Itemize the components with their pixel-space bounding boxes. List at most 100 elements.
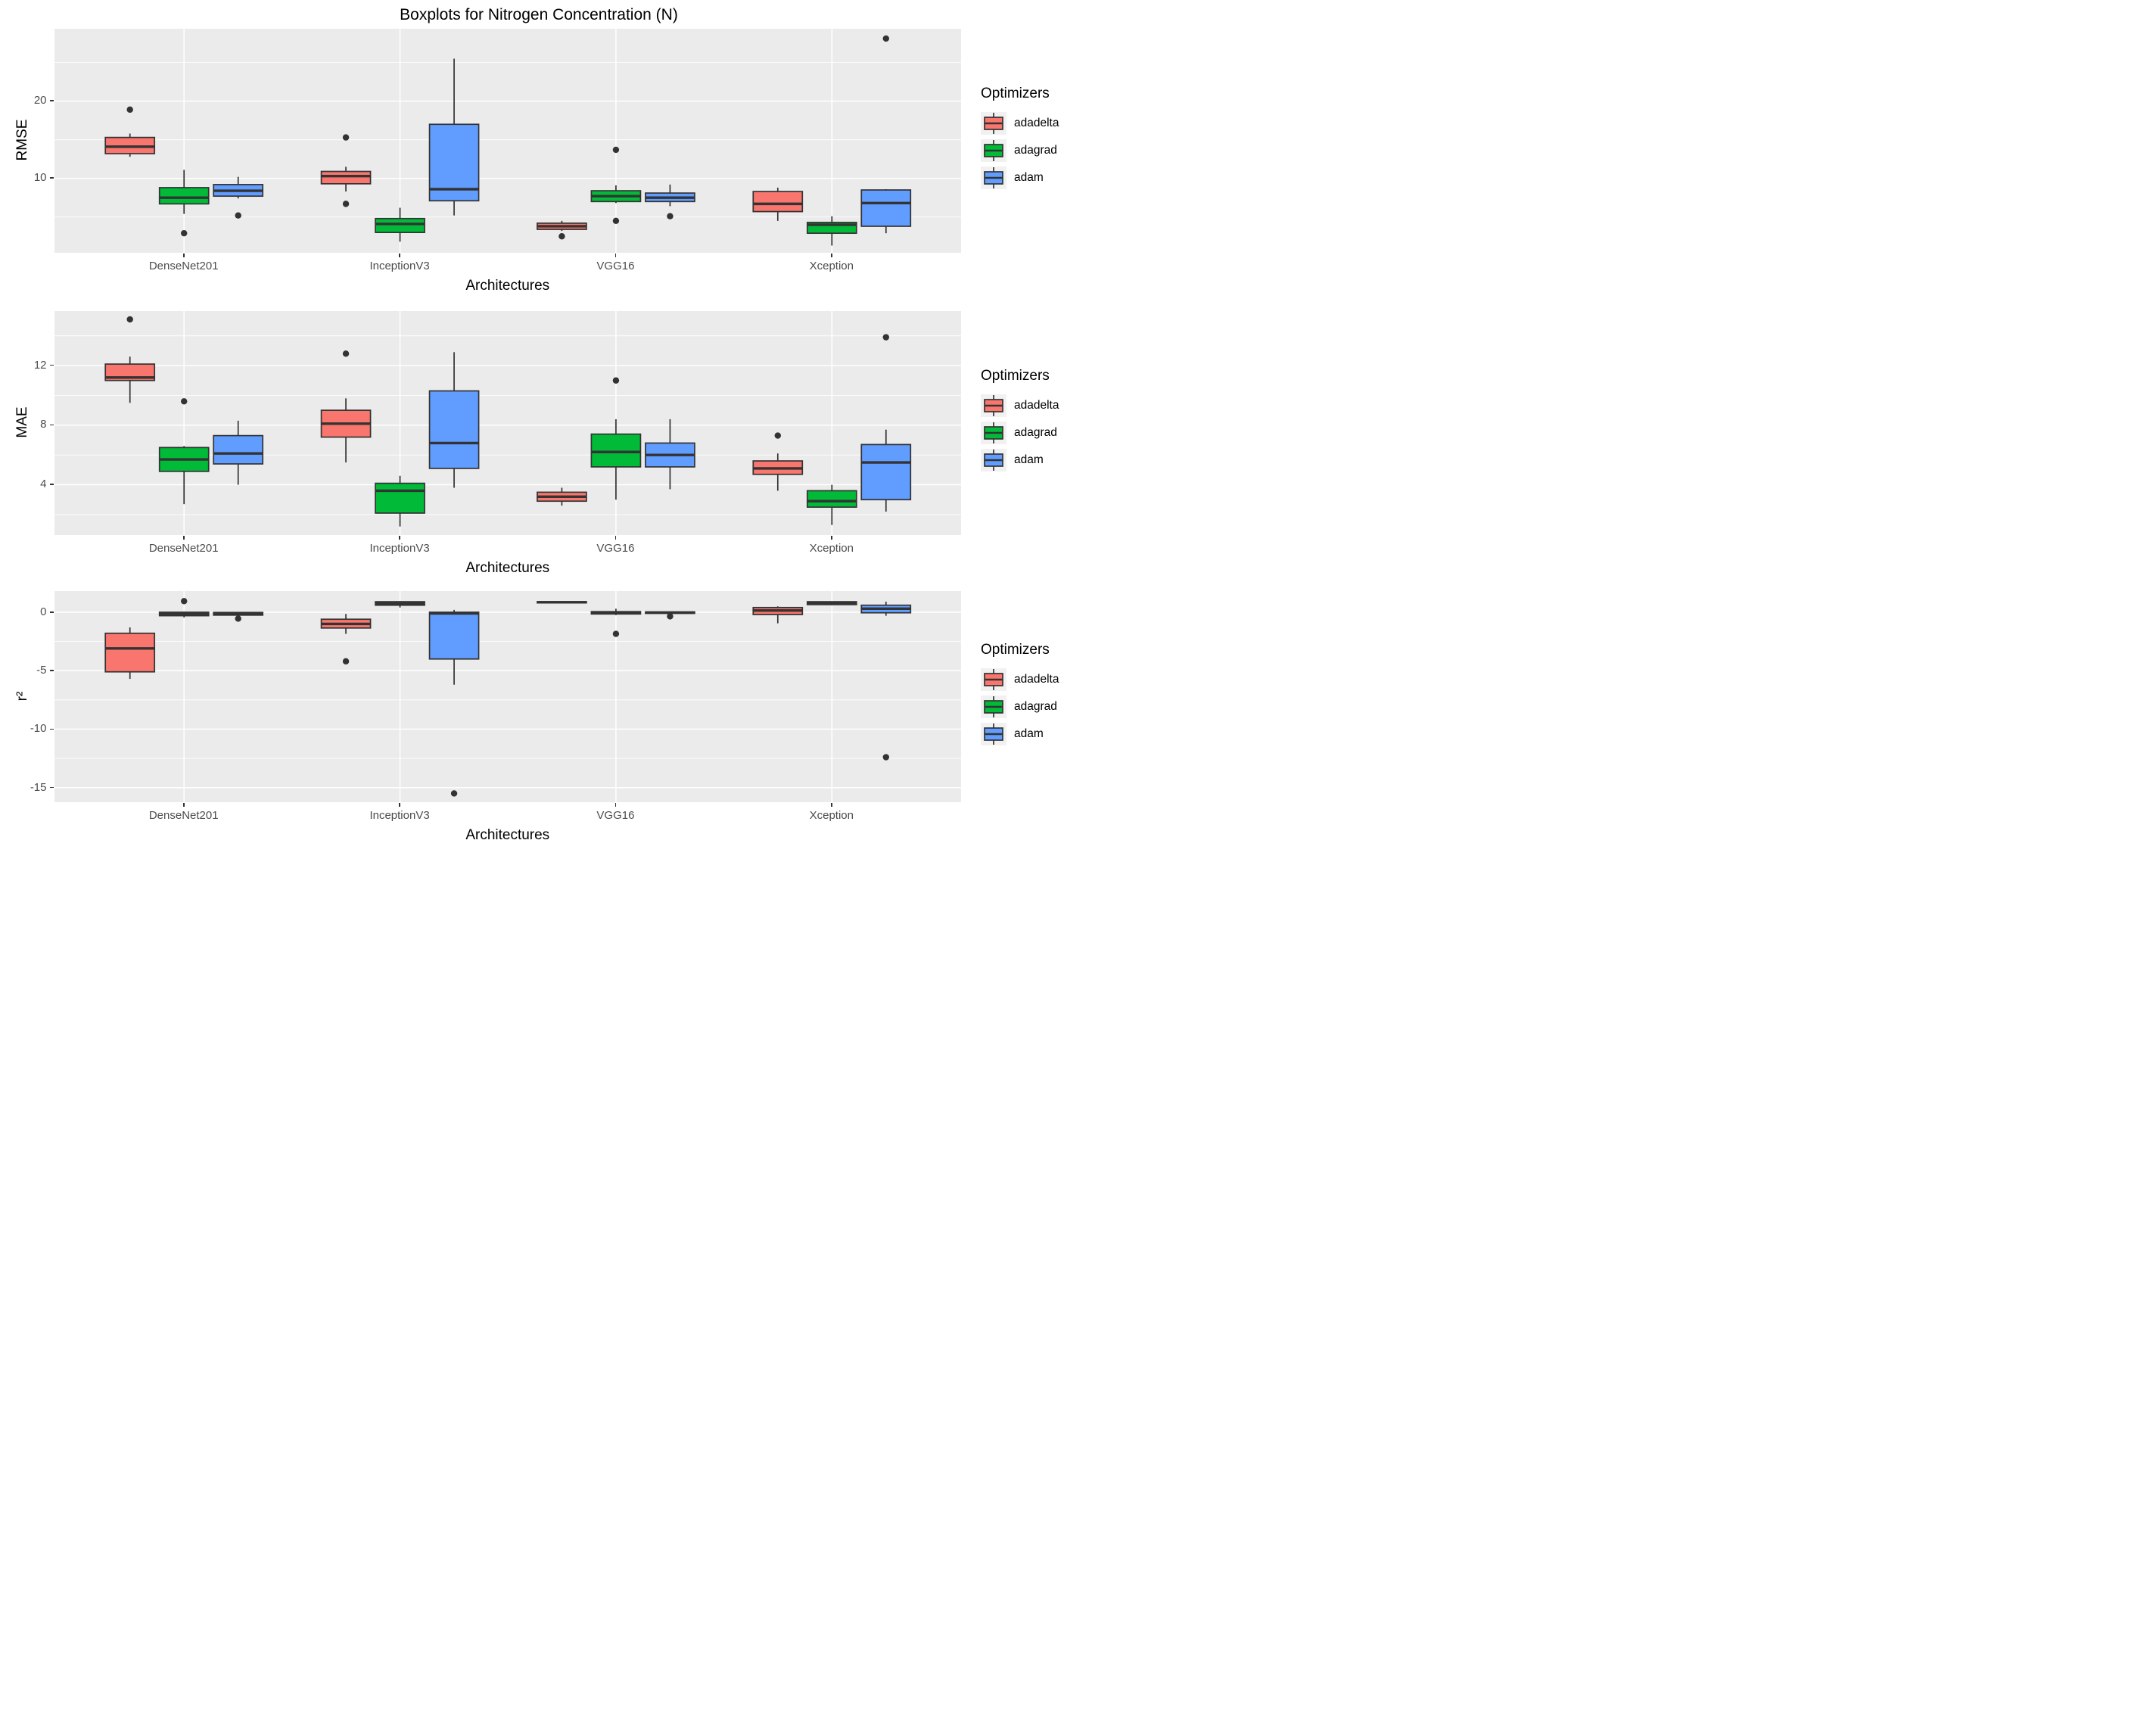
outlier-point [342,200,349,207]
x-tick-label-DenseNet201: DenseNet201 [148,809,219,822]
legend-glyph-adadelta [984,394,1003,416]
y-tick-label: 10 [33,171,47,185]
boxplot-adadelta-DenseNet201 [104,316,155,403]
y-tick-label: 8 [40,418,47,431]
legend-title-optimizers: Optimizers [981,367,1050,384]
legend-item-adam: adam [981,722,1079,747]
boxplot-adam-Xception [860,333,911,512]
legend-key-adadelta-boxplot-icon [981,667,1006,691]
y-tick-label: -15 [30,780,47,794]
outlier-point [342,133,349,141]
x-tick-label-DenseNet201: DenseNet201 [148,542,219,555]
legend-item-adagrad: adagrad [981,138,1079,163]
y-tick-label: 4 [40,478,47,491]
y-tick-mark [49,484,54,485]
outlier-point [450,790,457,797]
box-iqr [806,490,857,508]
x-tick-label-VGG16: VGG16 [596,809,635,822]
x-tick-label-Xception: Xception [809,809,854,822]
legend-label-adagrad: adagrad [1014,425,1057,439]
y-tick-mark [49,670,54,671]
legend-label-adam: adam [1014,727,1044,740]
legend-glyph-adadelta [984,112,1003,134]
x-tick-label-Xception: Xception [809,260,854,272]
x-tick-label-VGG16: VGG16 [596,260,635,272]
boxplot-adam-VGG16 [644,611,695,620]
boxplot-adagrad-VGG16 [590,377,641,499]
legend-key-adadelta-boxplot-icon [981,111,1006,135]
x-tick-mark [399,254,400,257]
box-iqr [374,217,425,233]
legend-key-adam-boxplot-icon [981,722,1006,745]
boxplot-adadelta-Xception [751,187,803,221]
boxplot-adam-VGG16 [644,184,695,219]
x-tick-mark [614,803,617,807]
boxplot-adagrad-InceptionV3 [374,601,425,608]
boxplot-adadelta-Xception [751,606,803,624]
outlier-point [126,106,133,113]
legend-label-adagrad: adagrad [1014,699,1057,713]
outlier-point [612,630,619,637]
legend-label-adam: adam [1014,170,1044,184]
outlier-point [558,232,565,239]
boxplot-adagrad-Xception [806,601,857,605]
x-tick-mark [830,254,832,257]
page-title: Boxplots for Nitrogen Concentration (N) [400,6,678,23]
plot-area-mae [54,310,961,535]
y-tick-mark [49,364,54,366]
y-tick-mark [49,424,54,426]
legend-label-adagrad: adagrad [1014,143,1057,157]
box-iqr [104,632,155,673]
x-tick-label-InceptionV3: InceptionV3 [369,260,430,272]
y-tick-mark [49,786,54,789]
outlier-point [342,350,349,357]
box-iqr [428,390,479,469]
x-tick-mark [399,803,400,807]
box-iqr [158,186,210,204]
outlier-point [126,316,133,322]
box-iqr [590,433,641,468]
legend-glyph-adam [984,723,1003,745]
outlier-point [882,333,889,341]
boxplot-adagrad-VGG16 [590,608,641,637]
boxplot-adagrad-InceptionV3 [374,475,425,527]
box-iqr [212,434,263,465]
legend-title-optimizers: Optimizers [981,641,1050,658]
boxplot-adam-Xception [860,35,911,233]
boxplot-adam-DenseNet201 [212,176,263,219]
outlier-point [612,377,619,384]
panel-mae [54,310,961,535]
legend-glyph-adam [984,166,1003,188]
legend-title-optimizers: Optimizers [981,85,1050,101]
boxplot-adagrad-InceptionV3 [374,207,425,241]
y-tick-label: 20 [33,94,47,107]
box-iqr [751,190,803,212]
outlier-point [612,146,619,153]
outlier-point [612,217,619,224]
x-tick-label-DenseNet201: DenseNet201 [148,260,219,272]
x-tick-mark [830,536,832,540]
legend-key-adadelta-boxplot-icon [981,394,1006,417]
x-tick-label-VGG16: VGG16 [596,542,635,555]
y-tick-mark [49,177,54,179]
boxplot-adam-InceptionV3 [428,351,479,487]
legend-glyph-adadelta [984,668,1003,690]
boxplot-adadelta-DenseNet201 [104,627,155,680]
x-tick-mark [830,803,832,807]
y-tick-mark [49,100,54,101]
legend-item-adadelta: adadelta [981,111,1079,136]
boxplot-adam-DenseNet201 [212,611,263,622]
boxplot-adagrad-Xception [806,216,857,245]
x-tick-mark [399,536,400,540]
legend-item-adadelta: adadelta [981,667,1079,692]
box-iqr [428,611,479,660]
legend-key-adagrad-boxplot-icon [981,695,1006,718]
box-iqr [374,482,425,514]
outlier-point [342,658,349,665]
outlier-point [235,211,241,219]
box-iqr [320,170,371,185]
x-tick-label-Xception: Xception [809,542,854,555]
legend-key-adagrad-boxplot-icon [981,421,1006,444]
axis-title-y-r2: r² [14,691,30,701]
outlier-point [882,35,889,42]
